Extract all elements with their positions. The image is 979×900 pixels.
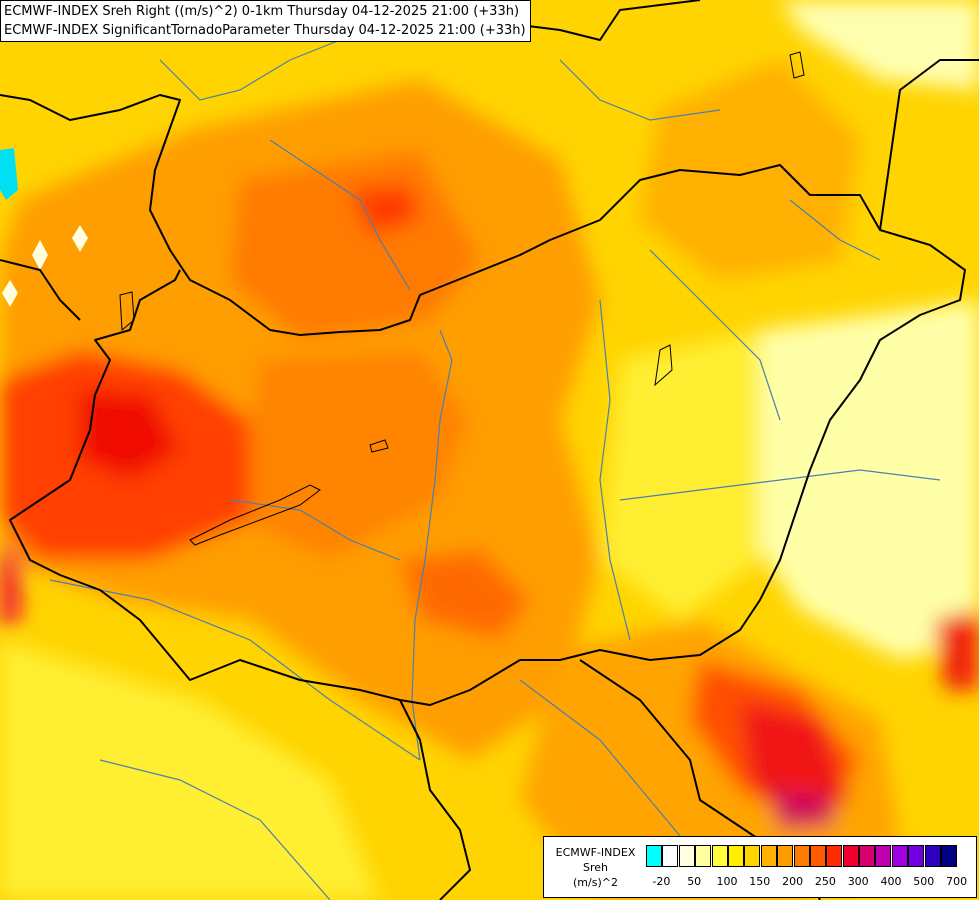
- field-lemon-southwest: [0, 640, 380, 900]
- legend-parameter: Sreh: [582, 861, 608, 874]
- field-darkorange-1: [230, 150, 480, 340]
- legend-model: ECMWF-INDEX: [555, 846, 636, 859]
- field-light-east: [740, 300, 979, 660]
- cyan-spot: [0, 148, 18, 200]
- legend-swatch: [924, 845, 941, 867]
- legend-swatch: [646, 845, 662, 867]
- legend-tick: 300: [847, 875, 869, 888]
- legend-tick: 250: [814, 875, 836, 888]
- lake-small-2: [119, 291, 135, 332]
- lake-small-3: [789, 51, 805, 79]
- white-diamonds: [2, 225, 88, 307]
- legend-swatch: [777, 845, 794, 867]
- legend-swatch: [809, 845, 826, 867]
- legend-swatch: [793, 845, 810, 867]
- legend-swatch: [891, 845, 908, 867]
- legend-tick: 200: [782, 875, 804, 888]
- legend-swatch: [711, 845, 728, 867]
- field-darkorange-2: [240, 350, 470, 560]
- title-line-2: ECMWF-INDEX SignificantTornadoParameter …: [4, 23, 526, 38]
- legend-ticks: -20 50 100 150 200 250 300 400 500 700: [646, 875, 976, 889]
- field-orange-northeast: [640, 60, 860, 280]
- field-orange-southeast: [520, 620, 900, 900]
- lake-small-1: [369, 439, 389, 453]
- legend-tick: 100: [716, 875, 738, 888]
- legend-swatch: [826, 845, 843, 867]
- legend-swatch: [662, 845, 679, 867]
- legend-swatch: [908, 845, 925, 867]
- legend-swatch: [941, 845, 958, 867]
- legend-tick: -20: [652, 875, 671, 888]
- rivers: [49, 39, 941, 900]
- field-lemon-east: [600, 330, 760, 620]
- legend-unit: (m/s)^2: [573, 876, 618, 889]
- map-title-box: ECMWF-INDEX Sreh Right ((m/s)^2) 0-1km T…: [0, 0, 531, 42]
- legend-swatch: [695, 845, 712, 867]
- title-line-1: ECMWF-INDEX Sreh Right ((m/s)^2) 0-1km T…: [4, 4, 520, 19]
- legend-swatch: [875, 845, 892, 867]
- lake-small-4: [654, 344, 673, 387]
- legend-swatch: [744, 845, 761, 867]
- lakes: [119, 51, 805, 546]
- legend-tick: 500: [913, 875, 935, 888]
- legend-swatches: [646, 845, 958, 867]
- legend-header: ECMWF-INDEX Sreh (m/s)^2: [547, 845, 644, 890]
- legend-swatch: [859, 845, 876, 867]
- field-red-north: [350, 185, 420, 235]
- legend-swatch: [678, 845, 695, 867]
- color-legend: ECMWF-INDEX Sreh (m/s)^2 -20 50 100 150 200 2…: [543, 836, 977, 898]
- field-magenta-southeast: [770, 790, 835, 830]
- lake-balaton: [189, 484, 321, 546]
- field-darkorange-3: [400, 550, 530, 640]
- legend-swatch: [727, 845, 744, 867]
- legend-tick: 700: [946, 875, 968, 888]
- legend-swatch: [842, 845, 859, 867]
- field-red-west-core: [80, 390, 180, 480]
- field-red-farwest: [0, 540, 20, 630]
- legend-tick: 150: [749, 875, 771, 888]
- legend-tick: 400: [880, 875, 902, 888]
- legend-swatch: [760, 845, 777, 867]
- field-red-east: [935, 610, 979, 690]
- legend-tick: 50: [687, 875, 702, 888]
